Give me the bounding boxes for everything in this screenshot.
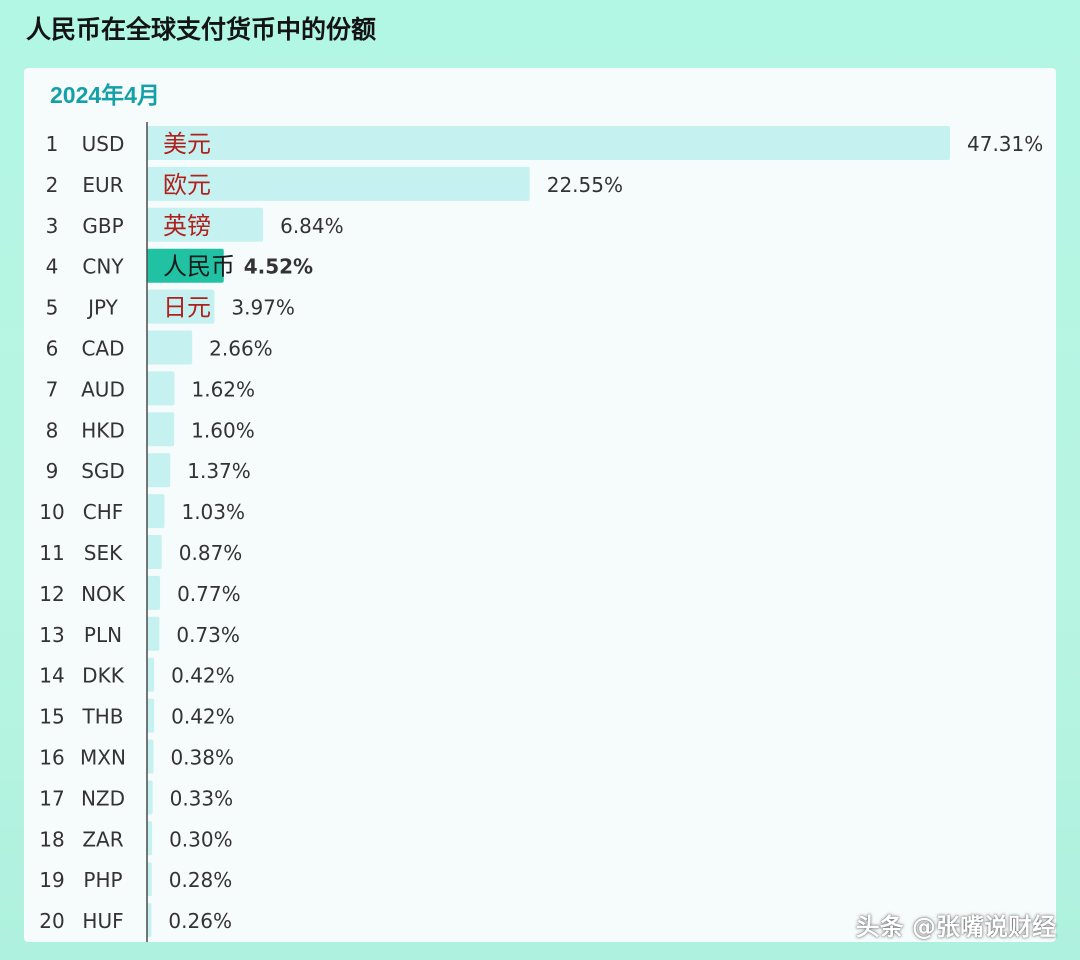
currency-code-label: NZD (81, 786, 125, 810)
currency-code-label: HUF (82, 909, 123, 933)
rank-label: 17 (39, 786, 64, 810)
rank-label: 5 (46, 296, 59, 320)
currency-code-label: USD (82, 132, 125, 156)
value-label: 0.33% (170, 786, 234, 810)
rank-label: 20 (39, 909, 64, 933)
bar-aud (147, 371, 175, 406)
currency-name-label: 人民币 (163, 253, 235, 281)
bar-zar (147, 821, 153, 856)
value-label: 1.60% (191, 418, 255, 442)
currency-code-label: HKD (81, 418, 125, 442)
value-label: 0.28% (169, 868, 233, 892)
rank-label: 19 (39, 868, 64, 892)
rank-label: 8 (46, 418, 59, 442)
currency-code-label: PLN (84, 623, 122, 647)
currency-code-label: EUR (82, 173, 123, 197)
rank-label: 10 (39, 500, 64, 524)
value-label: 1.62% (191, 377, 255, 401)
value-label: 0.42% (171, 664, 235, 688)
bar-huf (147, 903, 152, 938)
rank-label: 3 (46, 214, 59, 238)
rank-label: 9 (46, 459, 59, 483)
bar-hkd (147, 412, 175, 447)
bar-usd (147, 126, 950, 160)
rank-label: 15 (39, 705, 64, 729)
value-label: 0.87% (179, 541, 243, 565)
value-label: 0.77% (177, 582, 241, 606)
value-label: 0.26% (168, 909, 232, 933)
page-title: 人民币在全球支付货币中的份额 (26, 15, 377, 44)
value-label: 2.66% (209, 337, 273, 361)
currency-code-label: CHF (83, 500, 124, 524)
value-label: 0.73% (176, 623, 240, 647)
bar-pln (147, 616, 160, 651)
bar-cad (147, 330, 193, 365)
currency-code-label: ZAR (82, 827, 123, 851)
currency-code-label: PHP (83, 868, 122, 892)
rank-label: 13 (39, 623, 64, 647)
rank-label: 14 (39, 664, 64, 688)
value-label: 1.37% (187, 459, 251, 483)
bar-chart: 1 USD 美元 47.31% 2 EUR 欧元 22.55% 3 GBP 英镑 6.84% 4 CNY 人… (39, 122, 1043, 942)
currency-name-label: 美元 (163, 130, 211, 158)
currency-name-label: 日元 (163, 294, 211, 322)
bar-dkk (147, 657, 155, 692)
rank-label: 18 (39, 827, 64, 851)
chart-card: 2024年4月 1 USD 美元 47.31% 2 EUR 欧元 22.55% 3 GBP 英镑 6.… (24, 68, 1056, 942)
currency-code-label: THB (82, 705, 124, 729)
currency-code-label: JPY (86, 296, 119, 320)
currency-code-label: MXN (80, 746, 126, 770)
value-label: 1.03% (181, 500, 245, 524)
currency-code-label: CAD (81, 337, 124, 361)
bar-gbp (147, 207, 264, 242)
bar-nok (147, 575, 161, 610)
currency-name-label: 英镑 (163, 212, 211, 240)
value-label: 47.31% (967, 132, 1043, 156)
rank-label: 1 (46, 132, 59, 156)
value-label: 6.84% (280, 214, 344, 238)
rank-label: 4 (46, 255, 59, 279)
rank-label: 16 (39, 746, 64, 770)
bar-chf (147, 494, 165, 529)
currency-code-label: SEK (84, 541, 123, 565)
value-label: 22.55% (547, 173, 623, 197)
rank-label: 2 (46, 173, 59, 197)
bar-thb (147, 698, 155, 733)
rank-label: 6 (46, 337, 59, 361)
value-label: 0.38% (170, 746, 234, 770)
currency-code-label: NOK (81, 582, 126, 606)
currency-name-label: 欧元 (163, 171, 211, 199)
currency-code-label: DKK (82, 664, 125, 688)
currency-code-label: SGD (81, 459, 125, 483)
bar-sek (147, 535, 162, 569)
bar-nzd (147, 780, 153, 815)
value-label: 3.97% (231, 296, 295, 320)
chart-subtitle: 2024年4月 (50, 82, 160, 108)
rank-label: 11 (39, 541, 64, 565)
rank-label: 12 (39, 582, 64, 606)
bar-eur (147, 166, 530, 201)
currency-code-label: GBP (82, 214, 123, 238)
value-label: 0.42% (171, 705, 235, 729)
currency-code-label: AUD (81, 377, 125, 401)
bar-php (147, 862, 152, 897)
rank-label: 7 (46, 377, 59, 401)
value-label: 0.30% (169, 827, 233, 851)
bar-mxn (147, 739, 154, 774)
currency-code-label: CNY (82, 255, 124, 279)
bar-sgd (147, 453, 171, 488)
bar-cny (147, 248, 224, 283)
value-label: 4.52% (244, 255, 313, 279)
bar-jpy (147, 289, 215, 324)
watermark: 头条 @张嘴说财经 (855, 913, 1056, 941)
